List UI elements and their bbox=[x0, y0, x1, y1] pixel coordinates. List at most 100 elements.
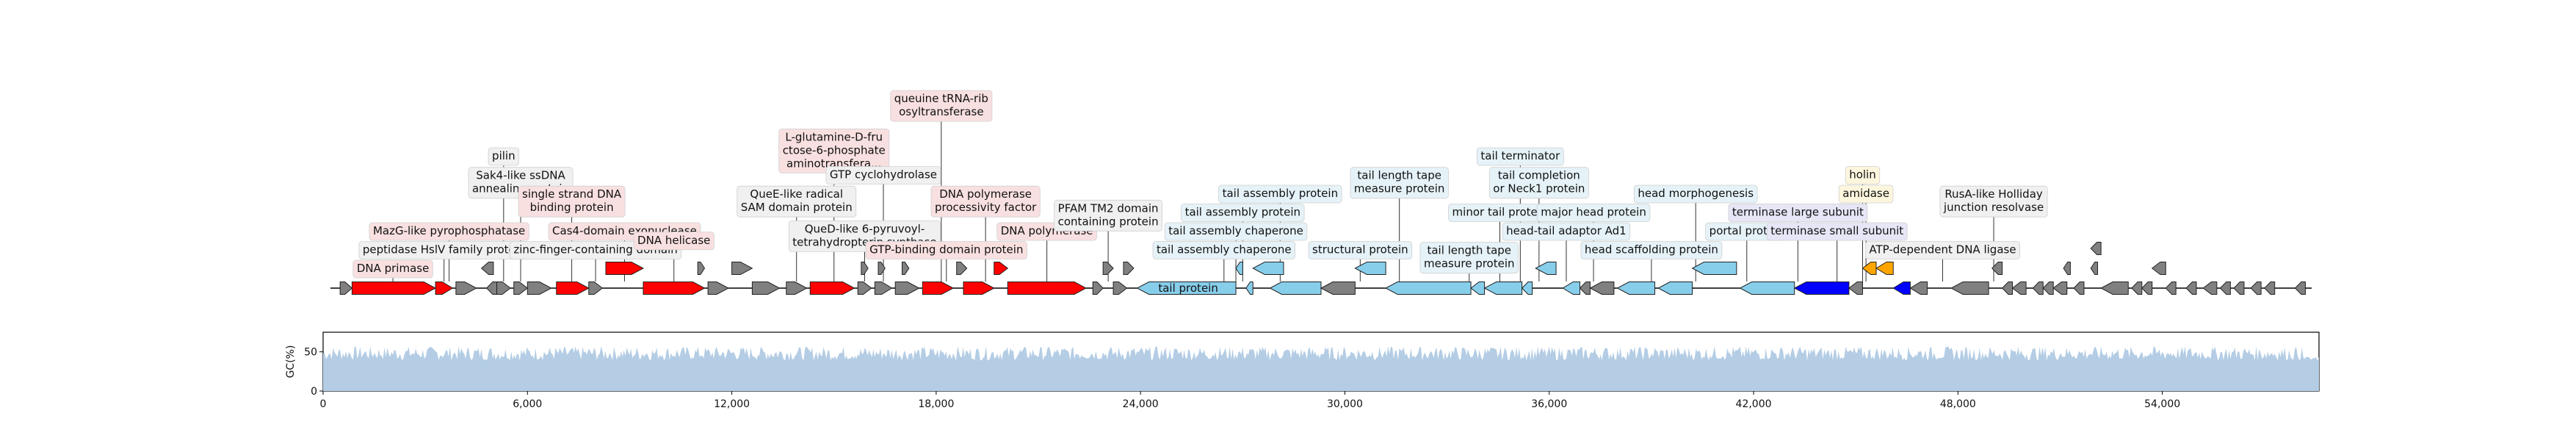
gene-track: tail protein bbox=[339, 242, 2306, 295]
gene-label-box bbox=[369, 222, 529, 241]
gene-arrow bbox=[2185, 282, 2197, 295]
gene-label-box bbox=[930, 185, 1041, 218]
gene-label-text: tail terminator bbox=[1480, 149, 1560, 162]
gene-arrow-amidase bbox=[1875, 262, 1894, 275]
gene-label: amidase bbox=[1838, 184, 1894, 204]
gene-label-box bbox=[1350, 167, 1449, 199]
gene-arrow bbox=[2032, 282, 2044, 295]
gene-label-text: DNA primase bbox=[357, 262, 430, 275]
gc-y-tick-label: 50 bbox=[304, 347, 317, 359]
gene-label-box bbox=[1838, 184, 1894, 204]
gene-label: tail assembly protein bbox=[1218, 184, 1342, 204]
gc-x-axis: 0 6,000 12,000 18,000 24,000 30,000 36,000 42,0… bbox=[320, 391, 2180, 410]
gene-arrow bbox=[731, 262, 753, 275]
gene-label: GTP cyclohydrolase bbox=[825, 166, 941, 184]
gene-label-text: ATP-dependent DNA ligase bbox=[1869, 243, 2016, 257]
gene-label: ATP-dependent DNA ligase bbox=[1864, 241, 2020, 259]
gc-x-tick-label: 24,000 bbox=[1123, 398, 1159, 410]
gene-arrow bbox=[455, 282, 477, 295]
gc-x-tick-label: 12,000 bbox=[714, 398, 750, 410]
gene-arrow-queuine-trna-ribosyltransferase bbox=[894, 282, 920, 295]
gene-arrow-structural-protein bbox=[1354, 262, 1386, 275]
gene-arrow bbox=[2063, 262, 2071, 275]
gene-arrow-dna-polymerase-processivity-factor bbox=[922, 282, 955, 295]
gene-arrow-minor-tail-protein bbox=[1483, 282, 1523, 295]
gene-label: minor tail protein bbox=[1448, 204, 1552, 222]
gene-label-box bbox=[488, 147, 519, 166]
gene-arrow bbox=[2090, 242, 2102, 255]
gene-arrow bbox=[1909, 282, 1928, 295]
gene-arrow bbox=[2052, 282, 2068, 295]
gene-label-text: portal protein bbox=[1710, 224, 1784, 237]
gene-label-box bbox=[1181, 204, 1305, 222]
gene-label: GTP-binding domain protein bbox=[865, 241, 1027, 259]
gene-arrow bbox=[2090, 262, 2099, 275]
gene-arrow-dna-primase bbox=[351, 282, 437, 295]
gene-arrow bbox=[2264, 282, 2276, 295]
gene-arrow-gtp-binding-domain-protein bbox=[963, 282, 995, 295]
gene-labels: DNA primase peptidase HslV family protein… bbox=[352, 90, 2048, 279]
gene-label-box bbox=[865, 241, 1027, 259]
gene-label: tail assembly chaperone bbox=[1164, 222, 1308, 241]
gene-label-box bbox=[825, 166, 941, 184]
gc-x-tick-label: 48,000 bbox=[1940, 398, 1976, 410]
gene-label-text: terminase small subunit bbox=[1770, 224, 1903, 237]
gene-arrow-tail-completion-or-neck1-protein bbox=[1535, 262, 1557, 275]
gene-arrow bbox=[480, 262, 494, 275]
gene-arrow-head-tail-adaptor-ad1 bbox=[1562, 282, 1581, 295]
gene-label-text: structural protein bbox=[1312, 243, 1408, 257]
in-gene-label: tail protein bbox=[1158, 282, 1218, 295]
gene-label-text: MazG-like pyrophosphatase bbox=[373, 224, 525, 237]
gene-arrow-tail-assembly-protein bbox=[1269, 282, 1322, 295]
gene-label-text: DNA polymerase bbox=[939, 187, 1032, 201]
gene-label-box bbox=[1633, 184, 1758, 204]
gc-content-area bbox=[323, 346, 2319, 391]
gene-arrow bbox=[1092, 282, 1104, 295]
gene-arrow bbox=[2100, 282, 2129, 295]
gc-content-panel: 0 50 GC(%) 0 6,000 12,000 18,000 24,000 30,000… bbox=[285, 331, 2320, 410]
gene-label-text: ctose-6-phosphate bbox=[783, 143, 886, 157]
gene-label-box bbox=[1728, 204, 1868, 222]
gene-arrow bbox=[1112, 282, 1128, 295]
gene-arrow-tail-protein bbox=[1136, 282, 1237, 295]
gene-label: tail assembly chaperone bbox=[1152, 241, 1296, 259]
gene-label-text: holin bbox=[1849, 168, 1876, 182]
gene-arrow bbox=[2165, 282, 2177, 295]
gene-arrow-pfam-tm2-domain-containing-protein bbox=[1123, 262, 1135, 275]
gene-label: tail terminator bbox=[1476, 147, 1564, 166]
gene-arrow-sak4-like-ssdna-annealing-protein bbox=[513, 282, 529, 295]
gene-label: DNA helicase bbox=[633, 232, 714, 251]
gene-label-text: DNA helicase bbox=[637, 234, 710, 247]
gene-arrow-tail-assembly-chaperone bbox=[1245, 282, 1253, 295]
gene-label-text: tail assembly chaperone bbox=[1168, 224, 1303, 237]
gene-arrow-tail-length-tape-measure-protein bbox=[1470, 282, 1486, 295]
gc-x-tick-label: 6,000 bbox=[513, 398, 542, 410]
gene-label: peptidase HslV family protein bbox=[358, 241, 529, 259]
gene-arrow bbox=[1848, 282, 1863, 295]
gene-arrow bbox=[956, 262, 968, 275]
gene-label-box bbox=[1766, 222, 1908, 241]
gene-label-text: pilin bbox=[492, 149, 515, 162]
gene-label-text: queuine tRNA-rib bbox=[894, 92, 988, 105]
gene-arrow-single-strand-dna-binding-protein bbox=[556, 282, 590, 295]
gene-label-box bbox=[633, 232, 714, 251]
gene-label-text: measure protein bbox=[1354, 182, 1445, 196]
gene-arrow-quee-like-radical-sam-domain-protein bbox=[786, 282, 808, 295]
gene-label: MazG-like pyrophosphatase bbox=[369, 222, 529, 241]
gene-label-box bbox=[1502, 222, 1631, 241]
gene-label-text: head-tail adaptor Ad1 bbox=[1506, 224, 1627, 237]
gene-arrow bbox=[2202, 282, 2218, 295]
gene-label-box bbox=[1218, 184, 1342, 204]
gene-label-text: tail length tape bbox=[1427, 244, 1511, 257]
gene-arrow bbox=[2011, 282, 2027, 295]
gene-arrow-atp-dependent-dna-ligase bbox=[1950, 282, 1989, 295]
gene-label-text: terminase large subunit bbox=[1732, 206, 1864, 219]
gene-arrow bbox=[1007, 282, 1088, 295]
gene-label-text: QueD-like 6-pyruvoyl- bbox=[805, 222, 925, 235]
gene-label-text: osyltransferase bbox=[899, 105, 984, 118]
